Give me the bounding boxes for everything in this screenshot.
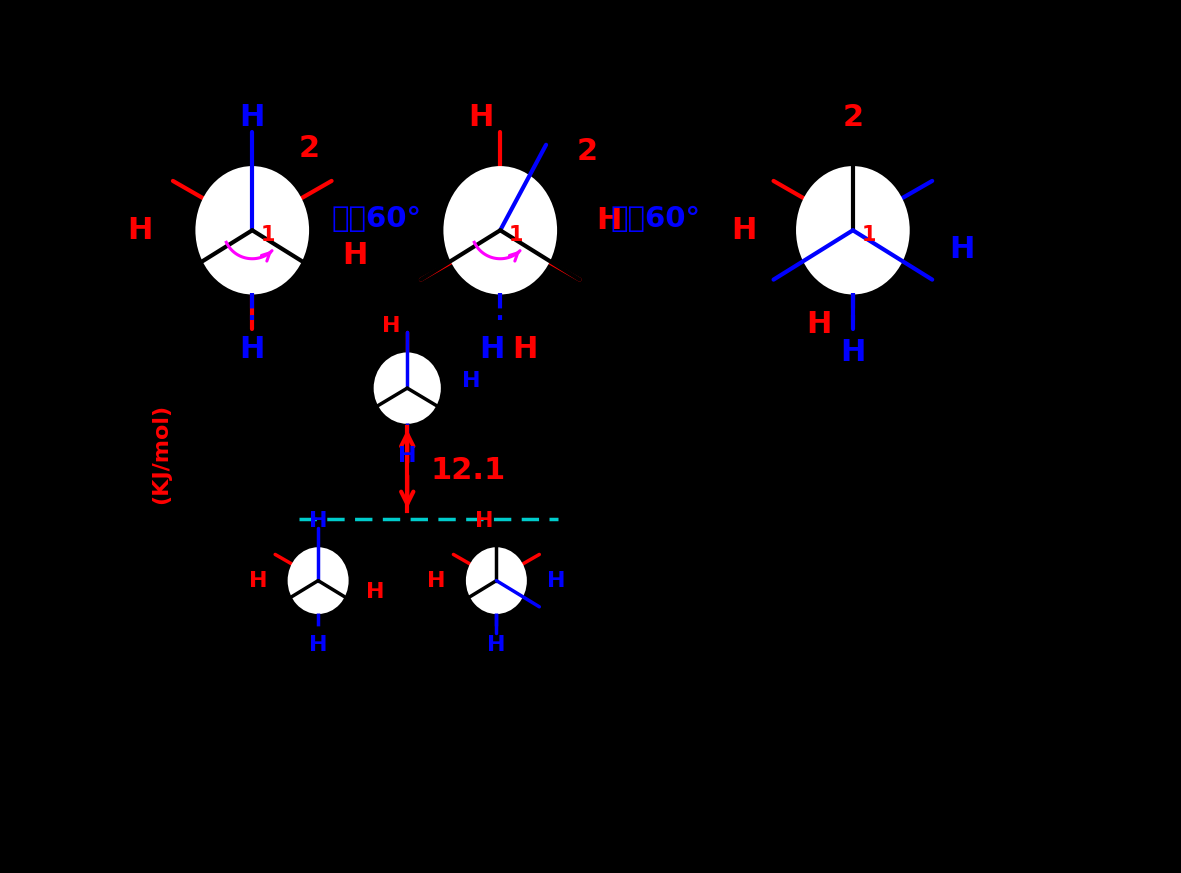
Text: H: H xyxy=(479,335,504,364)
Ellipse shape xyxy=(374,354,439,423)
Text: 2: 2 xyxy=(842,103,863,132)
Text: 2: 2 xyxy=(299,134,320,163)
Text: H: H xyxy=(240,335,265,364)
Text: H: H xyxy=(366,582,384,602)
Text: (KJ/mol): (KJ/mol) xyxy=(151,403,171,504)
Text: H: H xyxy=(840,338,866,367)
Text: H: H xyxy=(128,216,152,244)
Text: 1: 1 xyxy=(509,225,523,245)
Text: 旋转60°: 旋转60° xyxy=(331,205,422,233)
Text: H: H xyxy=(547,571,566,591)
Text: H: H xyxy=(596,206,622,236)
Text: 1: 1 xyxy=(861,225,876,245)
Text: H: H xyxy=(309,636,327,655)
Text: H: H xyxy=(468,103,494,132)
Text: H: H xyxy=(807,310,833,339)
Ellipse shape xyxy=(797,167,908,293)
Text: H: H xyxy=(342,241,367,270)
Text: 2: 2 xyxy=(576,137,598,166)
Text: 12.1: 12.1 xyxy=(431,456,505,485)
Text: H: H xyxy=(950,235,974,264)
Text: H: H xyxy=(487,636,505,655)
Text: H: H xyxy=(398,446,417,466)
Text: H: H xyxy=(249,571,267,591)
Text: 1: 1 xyxy=(261,225,275,245)
Ellipse shape xyxy=(196,167,308,293)
Text: H: H xyxy=(462,371,481,391)
Text: H: H xyxy=(731,216,757,244)
Ellipse shape xyxy=(466,548,526,613)
Text: H: H xyxy=(475,512,494,531)
Text: H: H xyxy=(309,512,327,531)
Text: H: H xyxy=(513,335,539,364)
Text: H: H xyxy=(428,571,445,591)
Text: 旋转60°: 旋转60° xyxy=(611,205,700,233)
Text: H: H xyxy=(240,103,265,132)
Ellipse shape xyxy=(444,167,556,293)
Ellipse shape xyxy=(288,548,347,613)
Text: H: H xyxy=(381,316,400,336)
